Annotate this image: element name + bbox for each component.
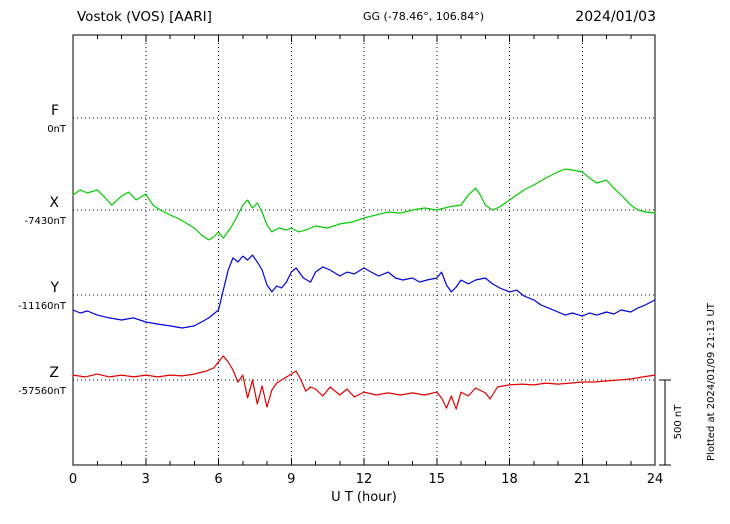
trace-y [72,254,656,329]
station-title: Vostok (VOS) [AARI] [77,9,212,25]
x-tick-label: 21 [574,472,591,487]
component-label-y: Y [49,280,59,296]
scale-bar: 500 nT [659,379,684,466]
component-baseline-y: -11160nT [18,301,67,312]
axis-ticks [72,35,656,465]
x-tick-label: 15 [428,472,445,487]
x-tick-label: 6 [214,472,222,487]
plot-date: 2024/01/03 [575,9,656,25]
gridlines [73,35,655,465]
component-baseline-f: 0nT [47,124,67,135]
component-label-x: X [49,195,59,211]
x-tick-label: 3 [142,472,150,487]
x-tick-label: 24 [647,472,664,487]
trace-x [72,168,656,241]
x-axis-label: U T (hour) [331,490,397,505]
scale-bar-label: 500 nT [673,404,684,440]
x-tick-label: 18 [501,472,518,487]
component-labels: F 0nT X -7430nT Y -11160nT Z -57560nT [18,103,67,397]
x-tick-label: 9 [287,472,295,487]
gg-coordinates: GG (-78.46°, 106.84°) [363,10,484,23]
plotted-at-note: Plotted at 2024/01/09 21:13 UT [706,302,717,461]
component-baseline-x: -7430nT [24,216,66,227]
trace-z [72,355,656,410]
x-tick-labels: 0 3 6 9 12 15 18 21 24 [69,472,663,487]
component-label-f: F [51,103,59,119]
component-baseline-z: -57560nT [18,386,67,397]
data-traces [72,168,656,410]
component-label-z: Z [49,365,59,381]
x-tick-label: 12 [356,472,373,487]
x-tick-label: 0 [69,472,77,487]
